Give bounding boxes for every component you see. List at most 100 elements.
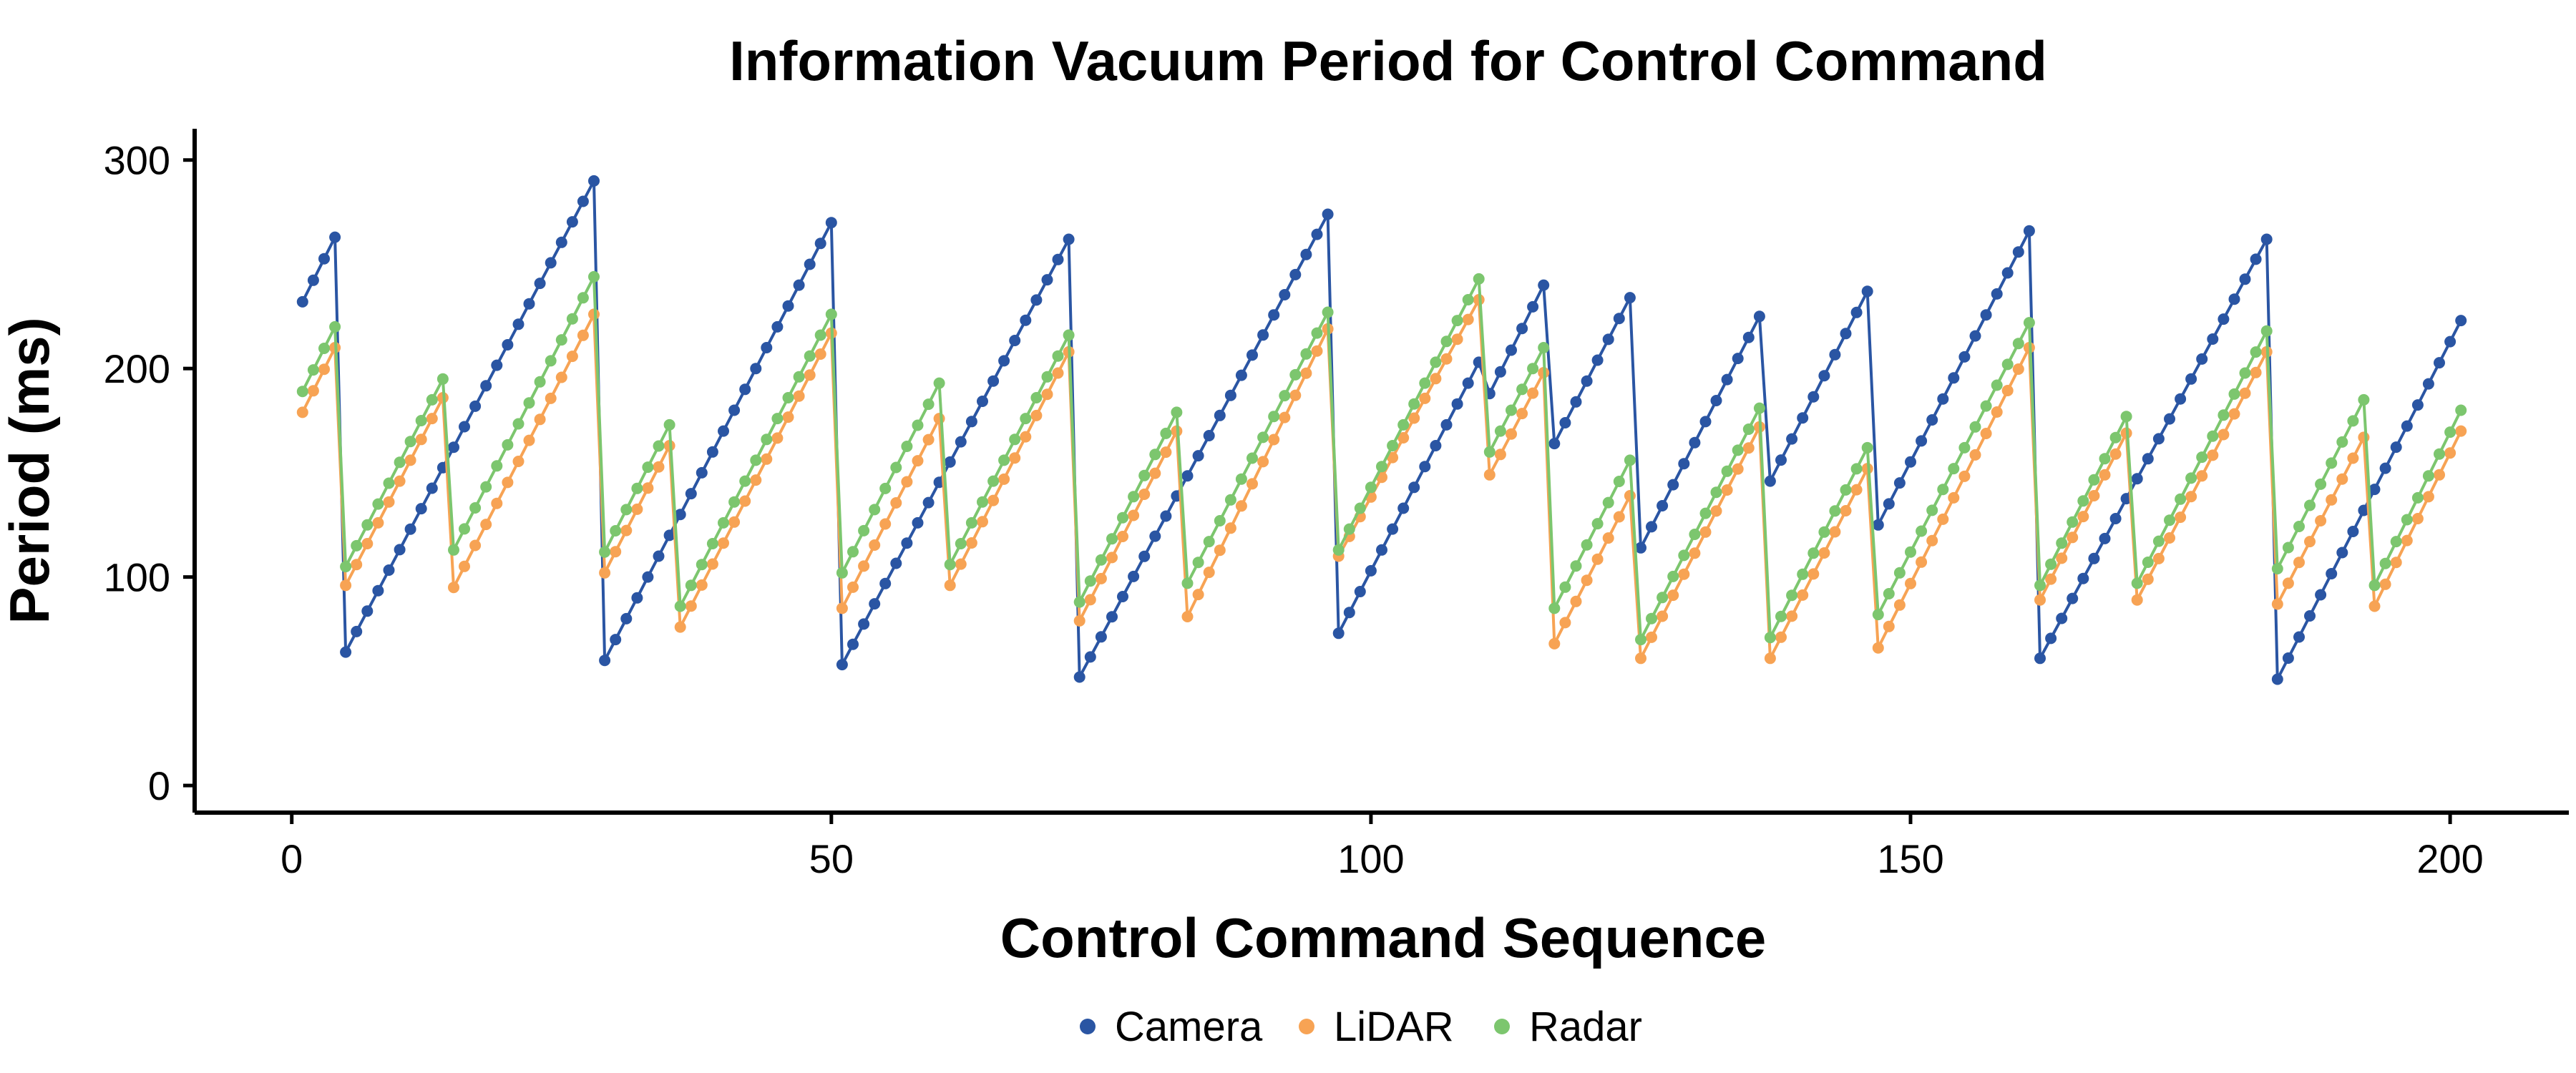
data-point-lidar	[1969, 449, 1981, 461]
data-point-camera	[2152, 433, 2165, 445]
data-point-camera	[1538, 279, 1550, 291]
legend-key-radar	[1494, 1019, 1510, 1034]
data-point-lidar	[804, 369, 816, 381]
data-point-radar	[1030, 392, 1043, 403]
data-point-camera	[1764, 475, 1776, 487]
data-point-radar	[1893, 567, 1906, 579]
data-point-radar	[912, 419, 924, 431]
data-point-lidar	[814, 348, 826, 360]
data-point-camera	[944, 456, 956, 468]
data-point-lidar	[1937, 513, 1949, 525]
data-point-lidar	[394, 475, 406, 487]
legend-key-lidar	[1299, 1019, 1314, 1034]
data-point-radar	[1548, 602, 1561, 614]
data-point-radar	[879, 482, 892, 494]
data-point-radar	[566, 313, 578, 325]
data-point-camera	[383, 564, 395, 576]
data-point-camera	[296, 295, 308, 308]
data-point-radar	[2088, 474, 2100, 486]
data-point-camera	[1020, 314, 1032, 326]
data-point-lidar	[987, 494, 1000, 506]
y-tick-label: 300	[104, 138, 170, 183]
data-point-radar	[1494, 425, 1506, 437]
series-camera	[296, 175, 2467, 685]
data-point-lidar	[1948, 491, 1960, 504]
data-point-lidar	[1527, 387, 1539, 399]
data-point-radar	[987, 475, 1000, 487]
data-point-radar	[2056, 537, 2068, 549]
data-point-camera	[1840, 328, 1852, 340]
data-point-radar	[1732, 444, 1744, 456]
data-point-lidar	[1710, 505, 1722, 517]
data-point-camera	[1073, 671, 1085, 683]
data-point-radar	[1408, 398, 1420, 410]
data-point-radar	[1969, 421, 1981, 433]
data-point-camera	[869, 598, 881, 610]
data-point-radar	[340, 561, 352, 573]
data-point-camera	[977, 396, 988, 407]
data-point-radar	[1958, 441, 1971, 454]
data-point-camera	[1106, 611, 1118, 623]
data-point-camera	[329, 231, 341, 243]
data-point-lidar	[2390, 557, 2402, 569]
data-point-lidar	[1850, 484, 1863, 496]
data-point-radar	[1009, 433, 1021, 446]
data-point-camera	[2131, 473, 2143, 485]
data-point-radar	[706, 538, 718, 549]
data-point-lidar	[383, 496, 395, 508]
data-point-lidar	[1257, 456, 1269, 468]
data-point-camera	[502, 339, 514, 351]
x-tick-label: 100	[1337, 836, 1404, 881]
data-point-radar	[2444, 426, 2457, 438]
data-point-lidar	[404, 454, 416, 466]
data-point-radar	[1160, 427, 1172, 439]
data-point-lidar	[1905, 577, 1916, 589]
data-point-camera	[1494, 366, 1506, 378]
data-point-lidar	[2164, 532, 2175, 544]
data-point-radar	[599, 546, 611, 558]
data-point-radar	[2271, 563, 2283, 574]
data-point-radar	[2120, 411, 2132, 423]
data-point-lidar	[1657, 610, 1669, 622]
data-point-radar	[2175, 493, 2187, 505]
data-point-lidar	[1235, 500, 1247, 512]
legend-item-lidar: LiDAR	[1299, 1004, 1454, 1050]
data-point-camera	[307, 274, 319, 286]
data-point-radar	[2260, 325, 2273, 337]
data-point-lidar	[1181, 611, 1194, 622]
data-point-radar	[1106, 533, 1118, 545]
data-point-radar	[1063, 329, 1075, 341]
data-point-camera	[987, 375, 1000, 387]
data-point-lidar	[1581, 574, 1593, 587]
data-point-lidar	[922, 433, 935, 446]
data-point-lidar	[1958, 470, 1971, 482]
data-point-radar	[1570, 560, 1582, 572]
data-point-lidar	[1570, 595, 1582, 607]
data-point-camera	[1721, 373, 1733, 386]
data-point-camera	[728, 404, 741, 416]
data-point-camera	[879, 577, 892, 589]
data-point-lidar	[761, 453, 773, 465]
data-point-radar	[480, 481, 492, 493]
data-point-lidar	[512, 456, 525, 467]
data-point-lidar	[879, 518, 892, 530]
data-point-lidar	[502, 476, 514, 489]
data-point-radar	[2434, 448, 2445, 460]
data-point-radar	[631, 482, 643, 494]
data-point-camera	[1009, 335, 1021, 346]
data-point-lidar	[739, 495, 751, 507]
data-point-radar	[1343, 523, 1355, 535]
data-point-lidar	[1397, 432, 1410, 444]
data-point-lidar	[1084, 594, 1096, 606]
data-point-lidar	[1311, 345, 1323, 357]
data-point-camera	[1419, 461, 1431, 473]
data-point-lidar	[351, 559, 363, 571]
data-point-radar	[2023, 317, 2035, 329]
data-point-radar	[555, 334, 567, 346]
data-point-radar	[351, 539, 363, 552]
data-point-radar	[2099, 453, 2111, 465]
data-point-camera	[1548, 438, 1561, 450]
data-point-lidar	[1980, 428, 1992, 439]
data-point-lidar	[2379, 578, 2391, 590]
data-point-lidar	[674, 621, 686, 633]
